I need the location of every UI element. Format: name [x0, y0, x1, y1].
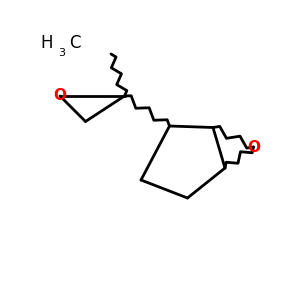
Text: O: O [53, 88, 67, 104]
Text: H: H [40, 34, 53, 52]
Text: 3: 3 [58, 47, 65, 58]
Text: C: C [69, 34, 80, 52]
Text: O: O [247, 140, 260, 154]
